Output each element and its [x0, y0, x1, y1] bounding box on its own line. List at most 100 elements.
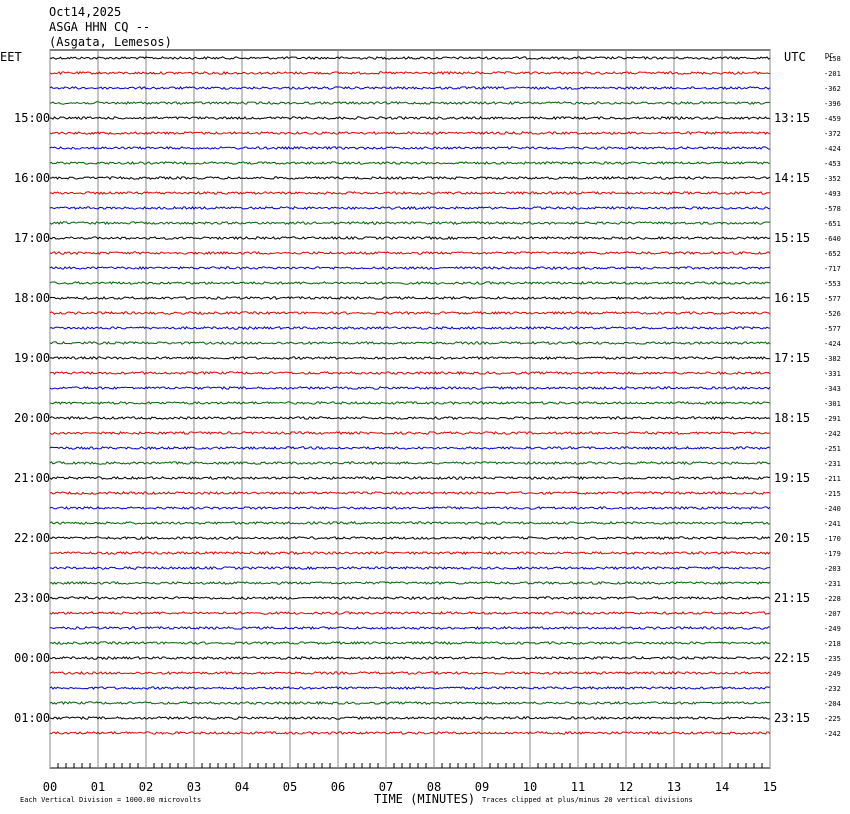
left-hour: 00:00 — [14, 651, 50, 665]
trace — [49, 431, 771, 435]
dc-offset: -301 — [824, 400, 841, 408]
dc-offset: -228 — [824, 595, 841, 603]
dc-offset: -343 — [824, 385, 841, 393]
clip-note: Traces clipped at plus/minus 20 vertical… — [482, 796, 693, 804]
dc-offset: -331 — [824, 370, 841, 378]
right-hour: 13:15 — [774, 111, 810, 125]
x-tick-label: 05 — [283, 780, 297, 794]
trace — [49, 131, 771, 136]
trace — [49, 340, 771, 345]
right-hour: 17:15 — [774, 351, 810, 365]
left-hour: 15:00 — [14, 111, 50, 125]
dc-offset: -241 — [824, 520, 841, 528]
trace — [49, 115, 771, 121]
trace — [49, 625, 771, 631]
dc-offset: -652 — [824, 250, 841, 258]
x-tick-label: 03 — [187, 780, 201, 794]
x-tick-label: 01 — [91, 780, 105, 794]
dc-offset: -459 — [824, 115, 841, 123]
right-hour: 22:15 — [774, 651, 810, 665]
trace — [49, 731, 771, 736]
trace — [49, 640, 771, 645]
trace — [49, 310, 771, 315]
dc-offset: -249 — [824, 670, 841, 678]
x-tick-label: 15 — [763, 780, 777, 794]
dc-offset: -158 — [824, 55, 841, 63]
trace — [49, 295, 770, 301]
dc-offset: -207 — [824, 610, 841, 618]
dc-offset: -215 — [824, 490, 841, 498]
dc-offset: -651 — [824, 220, 841, 228]
left-zone: EET — [0, 50, 22, 64]
dc-offset: -362 — [824, 85, 841, 93]
dc-offset: -225 — [824, 715, 841, 723]
dc-offset: -242 — [824, 430, 841, 438]
right-hour: 21:15 — [774, 591, 810, 605]
trace — [49, 370, 771, 376]
trace — [49, 475, 771, 481]
location: (Asgata, Lemesos) — [49, 35, 172, 49]
dc-offset: -382 — [824, 355, 841, 363]
right-hour: 16:15 — [774, 291, 810, 305]
trace — [49, 190, 771, 196]
dc-offset: -526 — [824, 310, 841, 318]
scale-note: Each Vertical Division = 1000.00 microvo… — [20, 796, 201, 804]
trace — [49, 221, 771, 226]
x-tick-label: 10 — [523, 780, 537, 794]
trace — [49, 385, 771, 390]
trace — [49, 446, 771, 451]
dc-offset: -218 — [824, 640, 841, 648]
dc-offset: -424 — [824, 145, 841, 153]
trace — [49, 356, 771, 361]
x-tick-label: 11 — [571, 780, 585, 794]
dc-offset: -577 — [824, 325, 841, 333]
dc-offset: -493 — [824, 190, 841, 198]
x-tick-label: 09 — [475, 780, 489, 794]
left-hour: 16:00 — [14, 171, 50, 185]
trace — [49, 100, 771, 105]
trace — [49, 266, 771, 270]
right-hour: 23:15 — [774, 711, 810, 725]
trace — [49, 70, 771, 75]
trace — [49, 700, 771, 706]
trace — [49, 536, 771, 540]
trace — [49, 401, 771, 406]
dc-offset: -578 — [824, 205, 841, 213]
dc-offset: -291 — [824, 415, 841, 423]
dc-offset: -211 — [824, 475, 841, 483]
trace — [49, 205, 771, 211]
dc-offset: -453 — [824, 160, 841, 168]
right-zone: UTC — [784, 50, 806, 64]
right-hour: 20:15 — [774, 531, 810, 545]
left-hour: 21:00 — [14, 471, 50, 485]
right-hour: 14:15 — [774, 171, 810, 185]
trace — [49, 461, 771, 466]
dc-offset: -232 — [824, 685, 841, 693]
dc-offset: -201 — [824, 70, 841, 78]
dc-offset: -170 — [824, 535, 841, 543]
trace — [49, 280, 771, 285]
x-tick-label: 04 — [235, 780, 249, 794]
trace — [49, 521, 771, 525]
trace — [49, 506, 771, 510]
trace — [49, 86, 771, 91]
dc-offset: -372 — [824, 130, 841, 138]
dc-offset: -242 — [824, 730, 841, 738]
trace — [49, 610, 771, 615]
right-hour: 19:15 — [774, 471, 810, 485]
x-tick-label: 02 — [139, 780, 153, 794]
dc-offset: -204 — [824, 700, 841, 708]
trace — [49, 686, 771, 691]
dc-offset: -251 — [824, 445, 841, 453]
dc-offset: -231 — [824, 460, 841, 468]
dc-offset: -249 — [824, 625, 841, 633]
trace — [49, 715, 771, 720]
date: Oct14,2025 — [49, 5, 121, 19]
dc-offset: -240 — [824, 505, 841, 513]
x-tick-label: 06 — [331, 780, 345, 794]
right-hour: 18:15 — [774, 411, 810, 425]
dc-offset: -179 — [824, 550, 841, 558]
dc-offset: -553 — [824, 280, 841, 288]
